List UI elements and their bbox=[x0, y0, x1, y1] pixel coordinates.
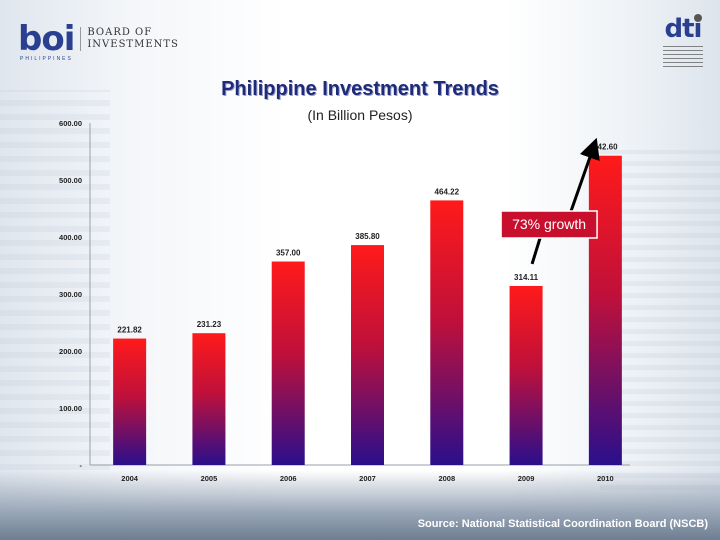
bar bbox=[509, 285, 543, 465]
bar-value-label: 357.00 bbox=[276, 249, 301, 258]
bar bbox=[430, 200, 464, 465]
bar bbox=[271, 261, 305, 465]
bar-value-label: 385.80 bbox=[355, 232, 380, 241]
bar bbox=[192, 333, 226, 465]
annotation-box bbox=[500, 210, 598, 239]
x-tick-label: 2005 bbox=[201, 474, 218, 483]
bar bbox=[351, 245, 384, 465]
chart-subtitle: (In Billion Pesos) bbox=[307, 107, 413, 123]
y-tick-label: 400.00 bbox=[59, 233, 82, 242]
y-tick-label: 500.00 bbox=[59, 176, 82, 185]
y-tick-label: 100.00 bbox=[59, 404, 82, 413]
annotation-arrow-upper bbox=[569, 137, 600, 212]
bar-value-label: 231.23 bbox=[197, 320, 222, 329]
chart-title: Philippine Investment Trends bbox=[221, 78, 499, 100]
chart-bars bbox=[113, 155, 622, 465]
annotation-text: 73% growth bbox=[512, 216, 586, 232]
bar-value-label: 221.82 bbox=[117, 326, 142, 335]
bar bbox=[588, 155, 622, 465]
x-tick-label: 2004 bbox=[121, 474, 139, 483]
bar-value-label: 542.60 bbox=[593, 143, 618, 152]
dti-logo-dot bbox=[694, 14, 702, 22]
dti-logo: dti bbox=[660, 14, 706, 68]
bar-value-label: 464.22 bbox=[435, 187, 460, 196]
source-note: Source: National Statistical Coordinatio… bbox=[417, 518, 708, 530]
boi-logo-line2: INVESTMENTS bbox=[87, 39, 179, 50]
boi-logo: boi BOARD OF INVESTMENTS bbox=[18, 22, 179, 56]
x-tick-label: 2008 bbox=[438, 474, 455, 483]
y-tick-label: 600.00 bbox=[59, 119, 82, 128]
background-bottom-band bbox=[0, 470, 720, 540]
y-tick-label: 300.00 bbox=[59, 290, 82, 299]
boi-logo-sub: PHILIPPINES bbox=[20, 56, 73, 62]
bar bbox=[113, 338, 147, 465]
boi-logo-line1: BOARD OF bbox=[87, 27, 153, 38]
boi-logo-text: BOARD OF INVESTMENTS bbox=[80, 27, 179, 51]
boi-logo-mark: boi bbox=[18, 19, 75, 59]
x-tick-label: 2010 bbox=[597, 474, 614, 483]
y-tick-label: 200.00 bbox=[59, 347, 82, 356]
background-building-left bbox=[0, 90, 110, 470]
x-tick-label: 2006 bbox=[280, 474, 297, 483]
x-tick-label: 2009 bbox=[518, 474, 535, 483]
dti-logo-lines bbox=[663, 46, 703, 68]
y-tick-label: - bbox=[80, 461, 83, 470]
growth-annotation: 73% growth bbox=[500, 137, 600, 265]
annotation-arrow-lower bbox=[530, 237, 542, 265]
chart-labels: 221.82 2004 231.23 2005 357.00 2006 385.80 2007… bbox=[117, 143, 618, 483]
x-tick-label: 2007 bbox=[359, 474, 376, 483]
bar-value-label: 314.11 bbox=[514, 273, 539, 282]
